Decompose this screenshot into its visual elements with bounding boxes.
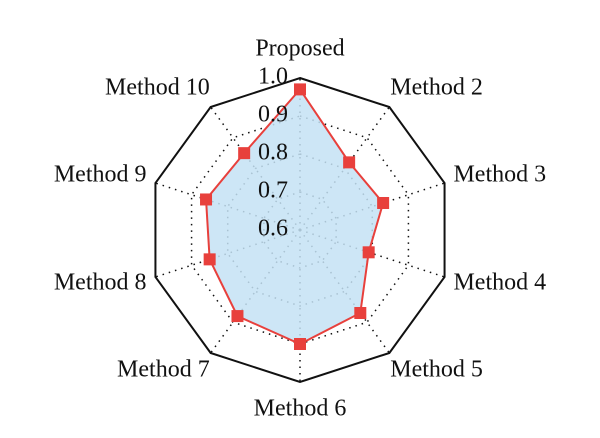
r-tick-label: 0.6	[258, 216, 288, 242]
axis-label: Method 4	[453, 269, 546, 295]
axis-label: Method 8	[54, 269, 147, 295]
data-area	[205, 87, 385, 346]
r-tick-label: 0.7	[258, 178, 288, 204]
axis-label: Method 10	[105, 75, 210, 101]
r-tick-label: 0.9	[258, 102, 288, 128]
data-point	[203, 253, 216, 266]
data-point	[377, 196, 390, 209]
axis-label: Proposed	[255, 36, 344, 62]
axis-label: Method 3	[453, 162, 546, 188]
axis-label: Method 7	[117, 356, 210, 382]
r-tick-label: 1.0	[258, 64, 288, 90]
axis-label: Method 6	[254, 396, 347, 422]
data-point	[231, 310, 244, 323]
data-point	[354, 307, 367, 320]
axis-label: Method 9	[54, 162, 147, 188]
outer-ring	[154, 76, 446, 384]
data-point	[294, 338, 306, 350]
r-tick-label: 0.8	[258, 140, 288, 166]
data-point	[200, 193, 213, 206]
data-point	[362, 246, 375, 259]
axis-label: Method 5	[390, 356, 483, 382]
data-point	[294, 83, 306, 96]
data-point	[238, 147, 251, 160]
axis-label: Method 2	[390, 75, 483, 101]
data-point	[343, 156, 356, 169]
